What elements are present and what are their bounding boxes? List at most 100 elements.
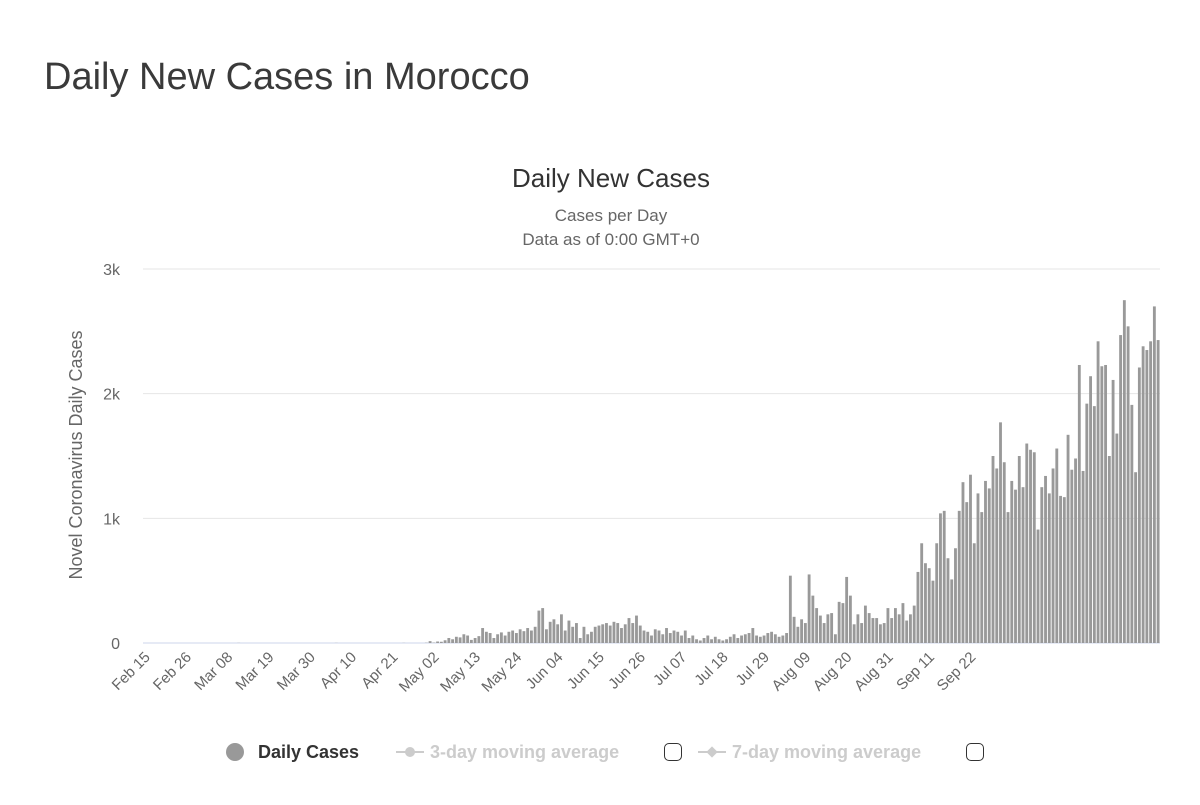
bar[interactable]: [507, 631, 511, 643]
bar[interactable]: [608, 625, 612, 643]
bar[interactable]: [755, 635, 758, 643]
bar[interactable]: [848, 595, 852, 643]
bar[interactable]: [1006, 512, 1010, 643]
bar[interactable]: [605, 623, 608, 643]
bar[interactable]: [1044, 475, 1047, 643]
legend-item-daily-cases[interactable]: Daily Cases: [226, 734, 359, 770]
bar[interactable]: [1115, 433, 1119, 643]
bar[interactable]: [833, 634, 837, 643]
bar[interactable]: [702, 638, 706, 643]
bar[interactable]: [586, 634, 590, 643]
bar[interactable]: [691, 635, 695, 643]
bar[interactable]: [552, 619, 556, 643]
bar[interactable]: [563, 630, 567, 643]
bar[interactable]: [845, 576, 849, 643]
bar[interactable]: [882, 623, 886, 643]
bar[interactable]: [762, 635, 766, 643]
bar[interactable]: [567, 620, 571, 643]
bar[interactable]: [526, 628, 530, 643]
bar[interactable]: [1096, 341, 1100, 643]
bar[interactable]: [901, 603, 905, 643]
bar[interactable]: [1119, 335, 1123, 643]
bar[interactable]: [815, 608, 819, 643]
bar[interactable]: [695, 639, 698, 643]
bar[interactable]: [687, 638, 691, 643]
bar[interactable]: [560, 614, 563, 643]
bar[interactable]: [800, 619, 804, 643]
bar[interactable]: [1021, 487, 1025, 643]
bar[interactable]: [1152, 306, 1156, 643]
bar[interactable]: [635, 615, 638, 643]
bar[interactable]: [860, 623, 864, 643]
bar[interactable]: [1100, 366, 1104, 643]
bar[interactable]: [575, 623, 578, 643]
bar[interactable]: [912, 605, 916, 643]
bar[interactable]: [458, 637, 462, 643]
bar[interactable]: [991, 456, 995, 643]
bar[interactable]: [511, 630, 515, 643]
bar[interactable]: [1141, 346, 1145, 643]
bar[interactable]: [1055, 448, 1059, 643]
bar[interactable]: [541, 608, 545, 643]
bar[interactable]: [766, 633, 770, 643]
bar[interactable]: [496, 634, 500, 643]
bar[interactable]: [1104, 364, 1108, 643]
bar[interactable]: [1017, 456, 1021, 643]
bar[interactable]: [770, 631, 774, 643]
bar[interactable]: [499, 632, 503, 643]
bar[interactable]: [469, 639, 473, 643]
bar[interactable]: [642, 630, 646, 643]
bar[interactable]: [638, 625, 642, 643]
bar[interactable]: [1032, 452, 1036, 643]
bar[interactable]: [980, 512, 984, 643]
bar[interactable]: [920, 543, 924, 643]
7-day-average-checkbox[interactable]: [966, 743, 984, 761]
bar[interactable]: [466, 635, 470, 643]
bar[interactable]: [946, 558, 950, 643]
bar[interactable]: [668, 633, 672, 643]
bar[interactable]: [646, 631, 650, 643]
bar[interactable]: [942, 510, 946, 643]
bar[interactable]: [454, 636, 458, 643]
legend-item-7-day-average[interactable]: 7-day moving average: [698, 734, 921, 770]
bar[interactable]: [698, 640, 702, 643]
bar[interactable]: [477, 636, 481, 643]
bar[interactable]: [740, 635, 743, 643]
bar[interactable]: [871, 618, 875, 643]
bar[interactable]: [976, 493, 980, 643]
bar[interactable]: [841, 603, 845, 643]
bar[interactable]: [1029, 449, 1032, 643]
bar[interactable]: [969, 474, 972, 643]
bar[interactable]: [717, 639, 721, 643]
bar[interactable]: [1025, 443, 1029, 643]
bar[interactable]: [529, 630, 533, 643]
bar[interactable]: [713, 636, 717, 643]
bar[interactable]: [481, 628, 485, 643]
bar[interactable]: [488, 633, 492, 643]
bar[interactable]: [518, 629, 522, 643]
bar[interactable]: [890, 618, 894, 643]
bar[interactable]: [878, 624, 882, 643]
bar[interactable]: [826, 614, 830, 643]
bar[interactable]: [1085, 403, 1089, 643]
bar[interactable]: [863, 605, 867, 643]
bar[interactable]: [987, 488, 991, 643]
bar[interactable]: [1092, 406, 1096, 643]
bar[interactable]: [650, 635, 653, 643]
bar[interactable]: [822, 623, 826, 643]
bar[interactable]: [620, 628, 623, 643]
bar[interactable]: [999, 422, 1002, 643]
bar[interactable]: [905, 620, 909, 643]
bar[interactable]: [811, 595, 815, 643]
bar[interactable]: [627, 618, 631, 643]
bar[interactable]: [803, 623, 807, 643]
bar[interactable]: [533, 626, 537, 643]
bar[interactable]: [451, 639, 455, 643]
bar[interactable]: [961, 482, 965, 643]
bar[interactable]: [807, 574, 811, 643]
bar[interactable]: [545, 629, 548, 643]
bar[interactable]: [548, 621, 552, 643]
bar[interactable]: [593, 626, 597, 643]
bar[interactable]: [781, 635, 785, 643]
bar[interactable]: [623, 624, 627, 643]
